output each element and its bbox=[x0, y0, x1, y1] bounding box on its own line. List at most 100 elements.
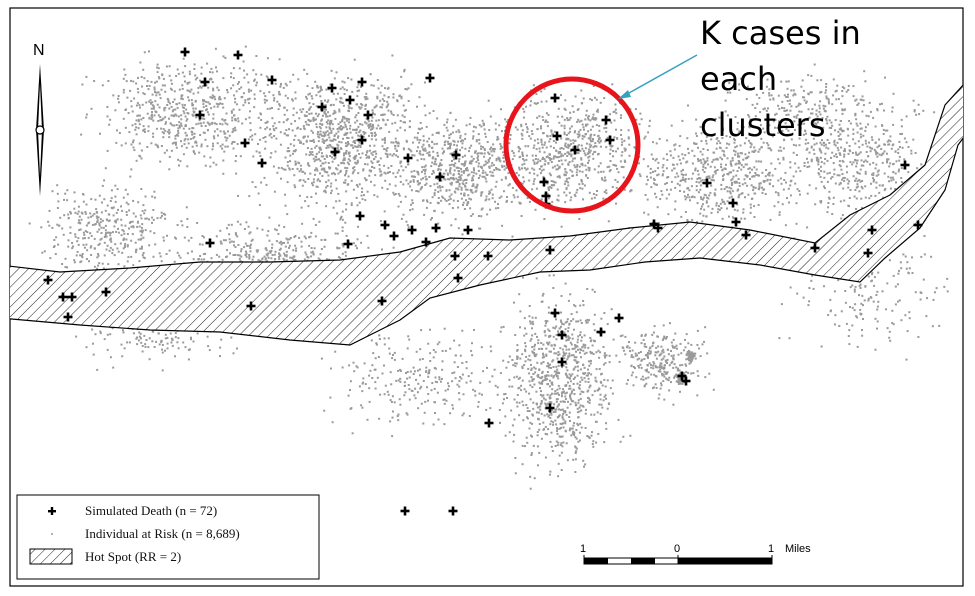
risk-dot bbox=[98, 228, 101, 231]
risk-dot bbox=[99, 238, 102, 241]
risk-dot bbox=[555, 370, 558, 373]
risk-dot bbox=[411, 154, 414, 157]
risk-dot bbox=[572, 458, 575, 461]
risk-dot bbox=[421, 145, 424, 148]
risk-dot bbox=[332, 127, 335, 130]
risk-dot bbox=[849, 150, 852, 153]
risk-dot bbox=[866, 160, 869, 163]
risk-dot bbox=[758, 188, 760, 191]
risk-dot bbox=[418, 152, 421, 155]
risk-dot bbox=[275, 137, 278, 140]
risk-dot bbox=[574, 157, 576, 160]
risk-dot bbox=[147, 130, 150, 133]
risk-dot bbox=[894, 172, 897, 175]
risk-dot bbox=[94, 198, 97, 201]
risk-dot bbox=[308, 107, 311, 110]
risk-dot bbox=[445, 200, 448, 202]
risk-dot bbox=[484, 171, 487, 174]
risk-dot bbox=[442, 172, 445, 175]
risk-dot bbox=[302, 179, 305, 182]
risk-dot bbox=[326, 130, 329, 133]
risk-dot bbox=[789, 166, 792, 169]
risk-dot bbox=[234, 232, 237, 235]
risk-dot bbox=[300, 168, 302, 171]
risk-dot bbox=[304, 172, 306, 175]
risk-dot bbox=[662, 164, 665, 167]
risk-dot bbox=[106, 244, 109, 247]
risk-dot bbox=[66, 266, 69, 269]
risk-dot bbox=[873, 178, 875, 181]
risk-dot bbox=[159, 216, 162, 219]
risk-dot bbox=[565, 134, 568, 136]
risk-dot bbox=[57, 243, 60, 246]
risk-dot bbox=[350, 78, 353, 81]
risk-dot bbox=[222, 106, 225, 109]
risk-dot bbox=[340, 125, 343, 127]
risk-dot bbox=[448, 137, 451, 139]
risk-dot bbox=[266, 83, 269, 86]
risk-dot bbox=[764, 175, 767, 178]
risk-dot bbox=[605, 422, 607, 425]
risk-dot bbox=[233, 114, 236, 117]
risk-dot bbox=[472, 135, 475, 138]
risk-dot bbox=[343, 81, 346, 84]
risk-dot bbox=[449, 133, 452, 136]
risk-dot bbox=[168, 131, 171, 134]
risk-dot bbox=[370, 169, 373, 172]
risk-dot bbox=[320, 248, 323, 250]
risk-dot bbox=[487, 160, 490, 163]
risk-dot bbox=[289, 143, 292, 146]
risk-dot bbox=[137, 91, 140, 94]
risk-dot bbox=[178, 126, 181, 129]
risk-dot bbox=[400, 217, 403, 220]
risk-dot bbox=[234, 101, 237, 104]
risk-dot bbox=[230, 110, 233, 113]
risk-dot bbox=[432, 110, 435, 112]
risk-dot bbox=[450, 183, 453, 186]
risk-dot bbox=[854, 151, 857, 154]
risk-dot bbox=[465, 182, 468, 185]
risk-dot bbox=[234, 254, 237, 256]
risk-dot bbox=[336, 92, 339, 95]
risk-dot bbox=[307, 135, 309, 138]
risk-dot bbox=[87, 216, 90, 219]
risk-dot bbox=[523, 364, 526, 367]
risk-dot bbox=[325, 154, 328, 157]
risk-dot bbox=[527, 358, 530, 361]
risk-dot bbox=[404, 88, 407, 90]
risk-dot bbox=[219, 130, 222, 133]
risk-dot bbox=[463, 194, 466, 197]
risk-dot bbox=[859, 151, 862, 154]
risk-dot bbox=[593, 96, 596, 99]
risk-dot bbox=[180, 124, 183, 127]
risk-dot bbox=[521, 129, 524, 132]
risk-dot bbox=[555, 156, 558, 159]
risk-dot bbox=[574, 365, 577, 368]
risk-dot bbox=[282, 86, 285, 89]
risk-dot bbox=[838, 183, 841, 186]
risk-dot bbox=[85, 203, 88, 206]
risk-dot bbox=[558, 160, 561, 162]
risk-dot bbox=[907, 146, 910, 148]
risk-dot bbox=[200, 125, 203, 127]
risk-dot bbox=[69, 211, 72, 213]
risk-dot bbox=[127, 203, 130, 206]
risk-dot bbox=[101, 219, 104, 222]
risk-dot bbox=[115, 141, 118, 144]
risk-dot bbox=[748, 167, 751, 170]
risk-dot bbox=[210, 77, 212, 80]
risk-dot bbox=[325, 108, 327, 111]
risk-dot bbox=[81, 256, 84, 259]
risk-dot bbox=[578, 134, 581, 137]
risk-dot bbox=[566, 406, 569, 409]
risk-dot bbox=[249, 135, 252, 138]
risk-dot bbox=[232, 67, 235, 70]
risk-dot bbox=[841, 178, 844, 181]
risk-dot bbox=[356, 103, 359, 106]
risk-dot bbox=[531, 167, 534, 170]
risk-dot bbox=[299, 141, 302, 144]
risk-dot bbox=[468, 173, 471, 176]
risk-dot bbox=[336, 147, 339, 150]
risk-dot bbox=[384, 123, 387, 126]
risk-dot bbox=[356, 119, 359, 122]
